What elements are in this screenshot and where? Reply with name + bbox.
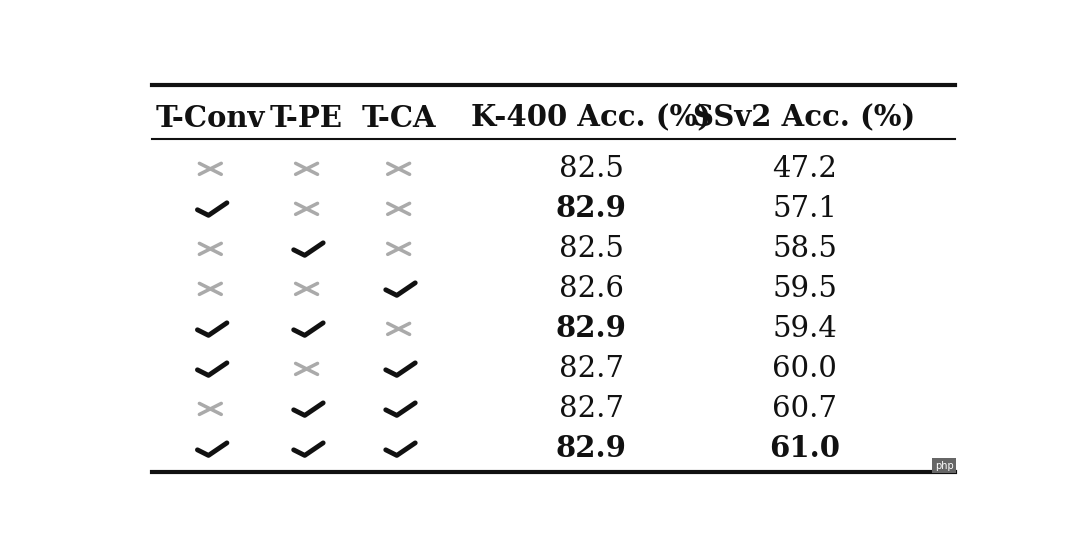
Text: 47.2: 47.2 — [772, 155, 837, 183]
Text: 59.5: 59.5 — [772, 275, 837, 303]
Text: 82.6: 82.6 — [558, 275, 623, 303]
Text: T-Conv: T-Conv — [156, 104, 265, 133]
Text: T-PE: T-PE — [270, 104, 343, 133]
Text: 59.4: 59.4 — [772, 315, 837, 343]
Text: T-CA: T-CA — [362, 104, 436, 133]
Text: 58.5: 58.5 — [772, 235, 837, 263]
Text: 82.5: 82.5 — [558, 155, 623, 183]
Text: 82.7: 82.7 — [558, 355, 623, 383]
Text: 82.9: 82.9 — [556, 194, 626, 223]
Text: SSv2 Acc. (%): SSv2 Acc. (%) — [693, 104, 916, 133]
Text: 82.9: 82.9 — [556, 434, 626, 463]
Text: 82.7: 82.7 — [558, 395, 623, 423]
Text: 82.9: 82.9 — [556, 315, 626, 344]
Text: 82.5: 82.5 — [558, 235, 623, 263]
Text: 60.7: 60.7 — [772, 395, 837, 423]
Text: 61.0: 61.0 — [769, 434, 840, 463]
Text: php: php — [935, 461, 954, 471]
Text: 60.0: 60.0 — [772, 355, 837, 383]
Text: 57.1: 57.1 — [772, 195, 837, 223]
Text: K-400 Acc. (%): K-400 Acc. (%) — [471, 104, 711, 133]
